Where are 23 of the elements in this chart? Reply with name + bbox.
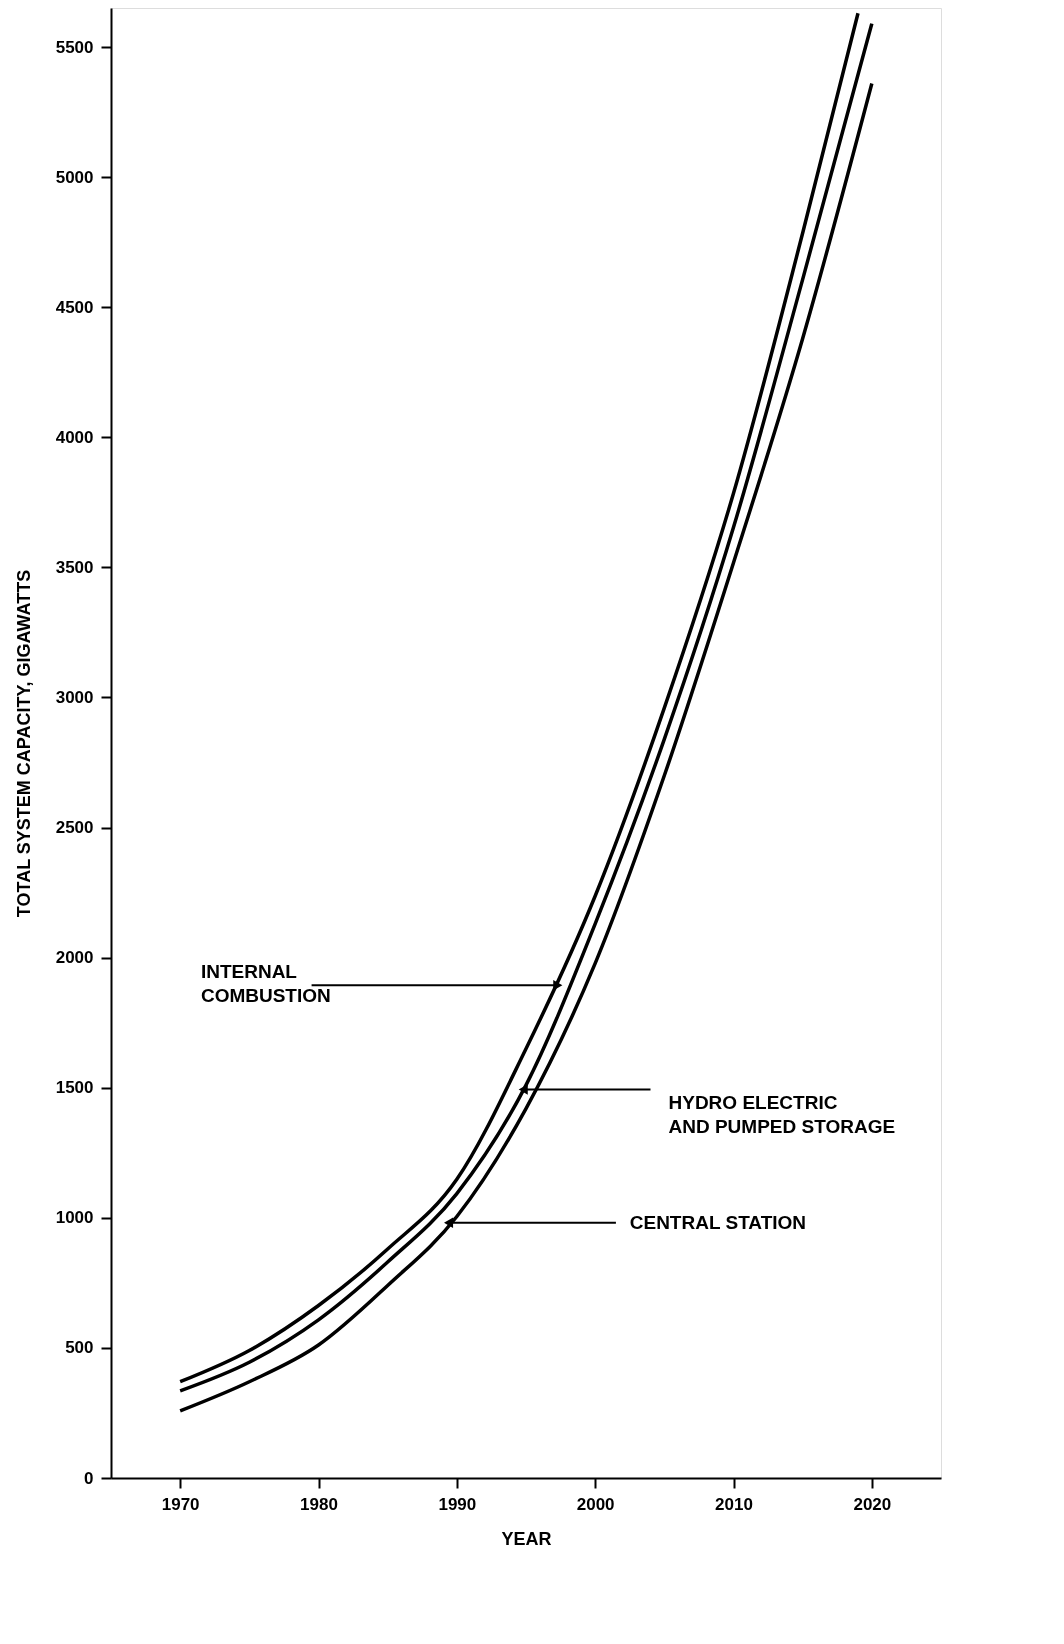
y-tick-label: 0 [84,1468,94,1488]
y-tick-label: 2500 [55,818,94,838]
x-tick-label: 2020 [853,1494,892,1514]
y-axis-title: TOTAL SYSTEM CAPACITY, GIGAWATTS [13,569,34,918]
y-tick-label: 4000 [55,427,94,447]
x-tick-label: 1990 [438,1494,477,1514]
y-tick-label: 500 [65,1338,94,1358]
y-tick-label: 1500 [55,1078,94,1098]
y-tick-label: 2000 [55,948,94,968]
y-tick-label: 4500 [55,297,94,317]
annotation: INTERNAL COMBUSTION [200,960,331,1006]
x-axis-title: YEAR [501,1528,552,1549]
y-tick-label: 5000 [55,167,94,187]
x-tick-label: 2000 [576,1494,615,1514]
annotation: HYDRO ELECTRIC AND PUMPED STORAGE [668,1092,896,1138]
y-tick-label: 3000 [55,687,94,707]
x-tick-label: 1980 [300,1494,338,1514]
y-tick-label: 1000 [55,1208,94,1228]
x-tick-label: 2010 [715,1494,753,1514]
y-tick-label: 3500 [55,557,94,577]
x-tick-label: 1970 [161,1494,200,1514]
y-tick-label: 5500 [55,37,94,57]
annotation: CENTRAL STATION [629,1211,807,1233]
